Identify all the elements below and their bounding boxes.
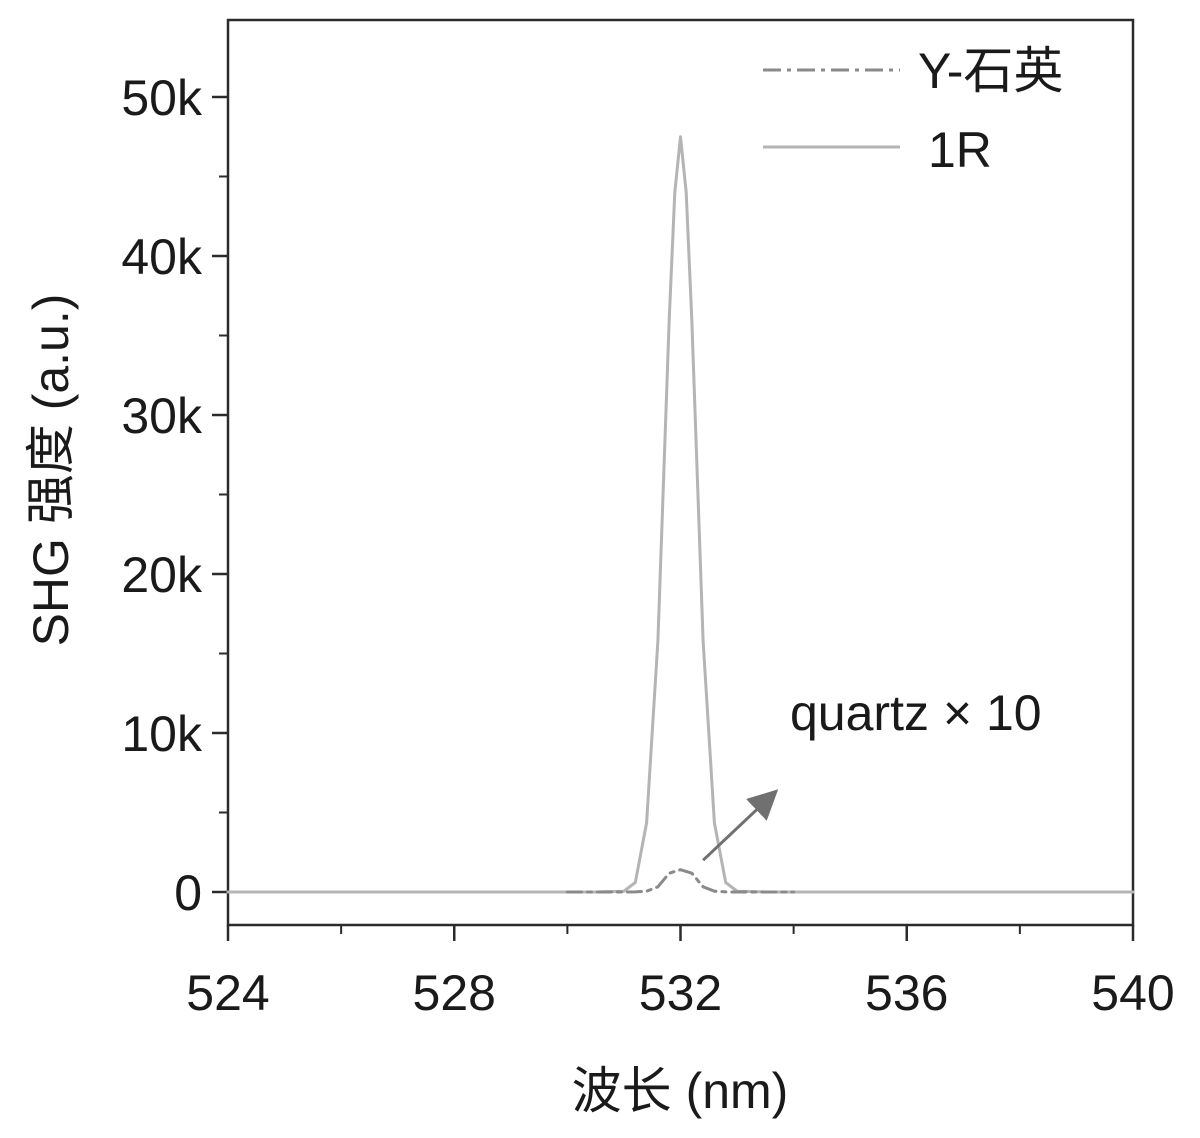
series-layer	[226, 135, 1135, 894]
x-tick-label-524: 524	[186, 965, 269, 1021]
y-axis-tick-labels: 0 10k 20k 30k 40k 50k	[121, 70, 203, 921]
x-tick-label-536: 536	[865, 965, 948, 1021]
x-axis-ticks	[226, 925, 1135, 941]
legend-label-y-quartz: Y-石英	[918, 43, 1063, 99]
annotation-arrow	[702, 789, 779, 862]
y-tick-label-20000: 20k	[121, 547, 203, 603]
y-tick-label-50000: 50k	[121, 70, 203, 126]
plot-frame	[226, 18, 1135, 927]
x-tick-label-528: 528	[413, 965, 496, 1021]
y-tick-label-30000: 30k	[121, 388, 203, 444]
x-axis-title: 波长 (nm)	[572, 1063, 789, 1119]
y-tick-label-40000: 40k	[121, 229, 203, 285]
legend-label-1r: 1R	[928, 122, 992, 178]
x-tick-label-540: 540	[1091, 965, 1174, 1021]
y-tick-label-10000: 10k	[121, 706, 203, 762]
x-tick-label-532: 532	[639, 965, 722, 1021]
x-axis-tick-labels: 524 528 532 536 540	[186, 965, 1174, 1021]
y-axis-title: SHG 强度 (a.u.)	[23, 294, 79, 647]
legend: Y-石英 1R	[763, 43, 1063, 178]
series-line-1r	[226, 135, 1135, 894]
series-line-y-quartz	[565, 868, 796, 894]
y-tick-label-0: 0	[174, 865, 202, 921]
y-axis-ticks	[212, 95, 228, 894]
annotation-quartz-label: quartz × 10	[790, 685, 1042, 741]
